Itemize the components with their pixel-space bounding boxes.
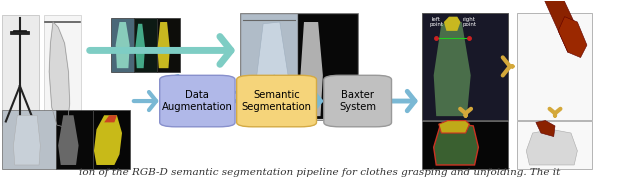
Polygon shape: [444, 17, 461, 31]
Polygon shape: [434, 124, 478, 165]
Bar: [13, 30, 26, 33]
Polygon shape: [157, 22, 170, 68]
Polygon shape: [49, 22, 70, 127]
Polygon shape: [257, 22, 288, 116]
Bar: [516, 13, 592, 120]
Polygon shape: [300, 22, 323, 116]
Bar: [157, 18, 179, 72]
Polygon shape: [58, 115, 79, 165]
Text: ion of the RGB-D semantic segmentation pipeline for clothes grasping and unfoldi: ion of the RGB-D semantic segmentation p…: [79, 168, 561, 176]
Text: Data
Augmentation: Data Augmentation: [162, 90, 233, 112]
Text: left
point: left point: [429, 16, 444, 27]
Bar: [10, 32, 29, 33]
Polygon shape: [13, 115, 40, 165]
Bar: [44, 15, 81, 129]
Polygon shape: [558, 17, 587, 57]
Polygon shape: [136, 24, 145, 68]
Polygon shape: [116, 22, 130, 68]
FancyBboxPatch shape: [237, 75, 317, 127]
Bar: [422, 13, 508, 120]
Polygon shape: [434, 22, 470, 116]
Bar: [134, 18, 157, 72]
Polygon shape: [94, 115, 122, 165]
FancyBboxPatch shape: [160, 75, 235, 127]
Bar: [298, 14, 358, 119]
Bar: [2, 110, 56, 169]
Bar: [56, 110, 93, 169]
Bar: [241, 14, 298, 119]
Polygon shape: [542, 0, 580, 52]
Text: right
point: right point: [463, 16, 476, 27]
Polygon shape: [526, 129, 577, 165]
Polygon shape: [104, 115, 117, 122]
Bar: [93, 110, 130, 169]
Bar: [240, 13, 358, 120]
FancyBboxPatch shape: [324, 75, 392, 127]
Bar: [516, 121, 592, 169]
Polygon shape: [439, 121, 469, 133]
Bar: [111, 18, 134, 72]
Text: Baxter
System: Baxter System: [339, 90, 376, 112]
Bar: [422, 121, 508, 169]
Polygon shape: [536, 121, 555, 137]
Bar: [2, 15, 39, 125]
Text: Semantic
Segmentation: Semantic Segmentation: [241, 90, 312, 112]
